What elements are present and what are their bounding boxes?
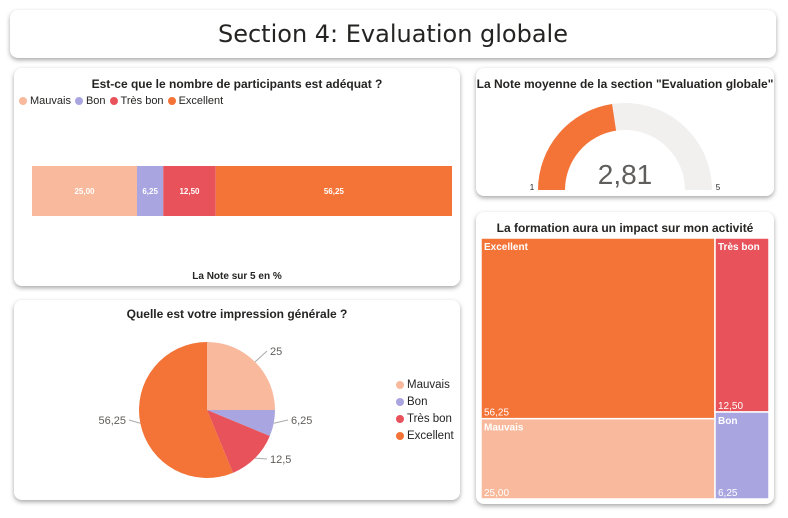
pie-slice-excellent[interactable]	[139, 342, 234, 478]
legend-item-mauvais[interactable]: Mauvais	[396, 376, 454, 393]
bar-data-label: 6,25	[142, 187, 158, 196]
treemap-chart[interactable]: Excellent 56,25 Mauvais 25,00 Très bon 12,50 B…	[476, 212, 774, 504]
legend-dot	[396, 414, 404, 423]
pie-leader-line	[128, 419, 141, 424]
bar-data-label: 56,25	[324, 187, 345, 196]
legend-label: Très bon	[407, 412, 452, 425]
page-title-banner: Section 4: Evaluation globale	[10, 10, 776, 58]
treemap-tile-mauvais[interactable]	[480, 417, 716, 500]
stacked-bar-chart[interactable]: 25,00 6,25 12,50 56,25	[14, 68, 460, 286]
legend-label: Mauvais	[30, 95, 71, 107]
bar-data-label: 12,50	[179, 187, 200, 196]
pie-slice-mauvais[interactable]	[207, 342, 275, 410]
legend-label: Bon	[85, 95, 106, 107]
legend-item-mauvais[interactable]: Mauvais	[19, 95, 71, 107]
legend-dot	[396, 397, 404, 406]
treemap-category-label: Excellent	[484, 242, 529, 253]
bar-data-label: 25,00	[74, 187, 95, 196]
treemap-value-label: 56,25	[484, 408, 509, 419]
legend-dot	[19, 97, 27, 105]
legend-label: Excellent	[178, 95, 224, 107]
pie-chart-title: Quelle est votre impression générale ?	[126, 307, 348, 321]
pie-leader-line	[254, 350, 268, 363]
gauge-min-label: 1	[530, 183, 535, 192]
treemap-value-label: 6,25	[718, 488, 738, 499]
bar-segment-bon[interactable]	[137, 166, 164, 216]
gauge-title: La Note moyenne de la section "Evaluatio…	[476, 77, 774, 91]
legend-item-excellent[interactable]: Excellent	[396, 427, 454, 444]
legend-item-bon[interactable]: Bon	[74, 95, 106, 107]
bar-chart-legend[interactable]: Mauvais Bon Très bon Excellent	[19, 95, 227, 107]
treemap-value-label: 25,00	[484, 488, 509, 499]
bar-segment-tres-bon[interactable]	[163, 166, 216, 216]
treemap-tile-bon[interactable]	[714, 411, 770, 500]
treemap-value-label: 12,50	[718, 401, 743, 412]
pie-data-label: 25	[270, 346, 282, 358]
gauge-chart[interactable]: 2,81 1 5	[476, 68, 774, 196]
pie-data-label: 56,25	[98, 415, 126, 427]
legend-item-bon[interactable]: Bon	[396, 393, 454, 410]
pie-card[interactable]: Quelle est votre impression générale ? 2…	[14, 300, 460, 500]
bar-chart-xlabel: La Note sur 5 en %	[192, 271, 282, 282]
bar-segment-excellent[interactable]	[215, 166, 452, 216]
legend-item-tres-bon[interactable]: Très bon	[109, 95, 164, 107]
pie-chart-legend[interactable]: Mauvais Bon Très bon Excellent	[396, 376, 454, 444]
legend-label: Excellent	[407, 429, 454, 442]
gauge-value: 2,81	[598, 159, 653, 190]
legend-dot	[396, 380, 404, 389]
bar-chart-title: Est-ce que le nombre de participants est…	[91, 77, 383, 91]
treemap-tile-tres-bon[interactable]	[714, 237, 770, 413]
legend-item-tres-bon[interactable]: Très bon	[396, 410, 454, 427]
legend-label: Bon	[407, 395, 428, 408]
pie-leader-line	[255, 457, 268, 460]
pie-data-label: 6,25	[291, 415, 312, 427]
treemap-card[interactable]: La formation aura un impact sur mon acti…	[476, 212, 774, 504]
pie-leader-line	[273, 419, 289, 424]
treemap-title: La formation aura un impact sur mon acti…	[496, 221, 754, 235]
pie-slice-bon[interactable]	[207, 410, 275, 437]
legend-dot	[396, 431, 404, 440]
legend-label: Très bon	[120, 95, 164, 107]
gauge-value-arc[interactable]	[538, 103, 617, 190]
treemap-tile-excellent[interactable]	[480, 237, 716, 420]
pie-chart[interactable]: 25 6,25 12,5 56,25	[14, 300, 460, 500]
gauge-max-label: 5	[716, 183, 721, 192]
treemap-category-label: Très bon	[718, 242, 760, 253]
legend-label: Mauvais	[407, 378, 450, 391]
legend-dot	[109, 97, 118, 105]
bar-segment-mauvais[interactable]	[32, 166, 137, 216]
pie-data-label: 12,5	[270, 454, 291, 466]
pie-slice-tres-bon[interactable]	[207, 410, 270, 473]
gauge-card[interactable]: La Note moyenne de la section "Evaluatio…	[476, 68, 774, 196]
legend-dot	[74, 97, 83, 105]
legend-item-excellent[interactable]: Excellent	[167, 95, 224, 107]
legend-dot	[167, 97, 176, 105]
treemap-category-label: Mauvais	[484, 423, 524, 434]
treemap-category-label: Bon	[718, 416, 737, 427]
participants-bar-card[interactable]: Est-ce que le nombre de participants est…	[14, 68, 460, 286]
page-title: Section 4: Evaluation globale	[217, 20, 568, 48]
